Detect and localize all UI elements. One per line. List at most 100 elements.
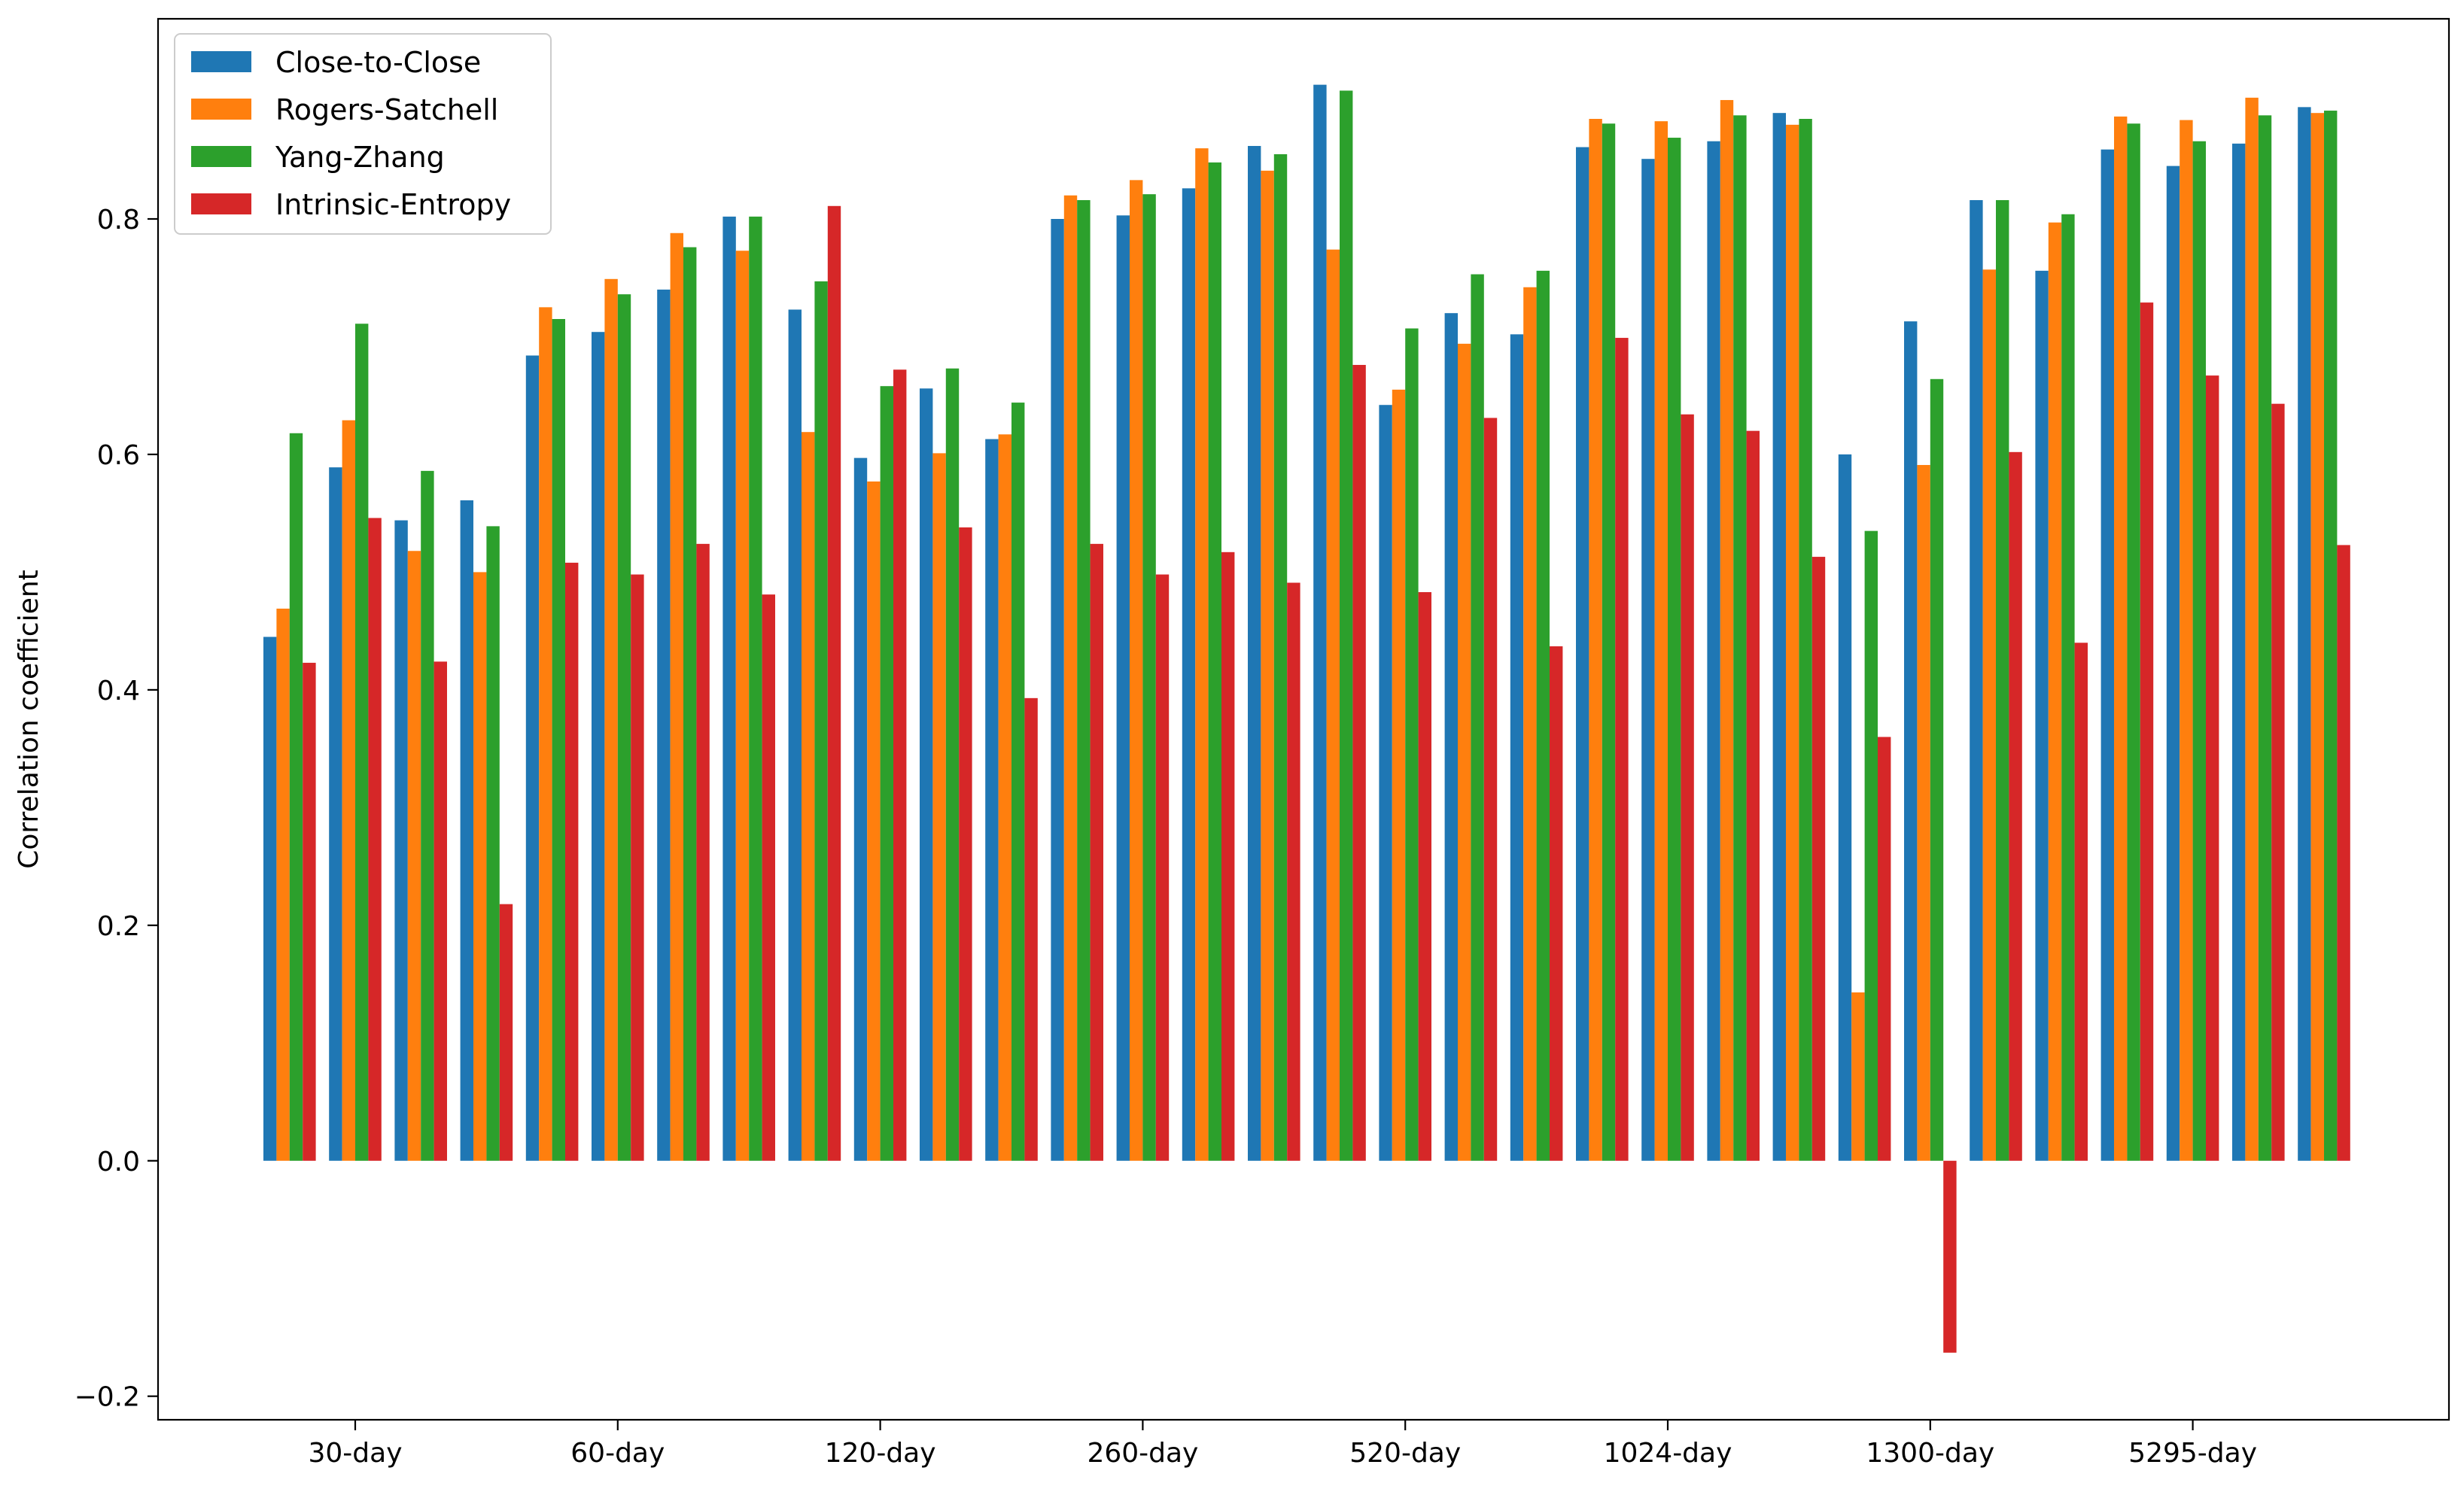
x-tick-label: 260-day bbox=[1087, 1438, 1198, 1469]
bar-close-to-close-19 bbox=[1510, 334, 1524, 1161]
bar-rogers-satchell-8 bbox=[802, 432, 815, 1161]
bar-yang-zhang-24 bbox=[1864, 530, 1878, 1161]
bar-yang-zhang-5 bbox=[617, 294, 631, 1161]
bar-close-to-close-3 bbox=[460, 500, 473, 1161]
bar-rogers-satchell-11 bbox=[998, 434, 1011, 1161]
bar-yang-zhang-25 bbox=[1930, 378, 1944, 1161]
bar-close-to-close-24 bbox=[1838, 454, 1852, 1161]
bar-yang-zhang-15 bbox=[1273, 153, 1288, 1161]
bar-intrinsic-entropy-26 bbox=[2009, 451, 2022, 1161]
bar-rogers-satchell-25 bbox=[1917, 465, 1930, 1161]
bar-intrinsic-entropy-15 bbox=[1287, 582, 1300, 1161]
legend-swatch-yang-zhang bbox=[191, 146, 251, 167]
bar-close-to-close-8 bbox=[788, 309, 802, 1161]
bar-rogers-satchell-1 bbox=[342, 420, 355, 1161]
bar-yang-zhang-2 bbox=[421, 470, 434, 1161]
bar-yang-zhang-18 bbox=[1471, 274, 1484, 1161]
bar-rogers-satchell-26 bbox=[1982, 269, 1996, 1161]
x-tick-label: 520-day bbox=[1349, 1438, 1461, 1469]
y-tick-label: −0.2 bbox=[75, 1382, 140, 1413]
bar-rogers-satchell-27 bbox=[2048, 222, 2062, 1161]
bar-rogers-satchell-17 bbox=[1392, 389, 1406, 1161]
bar-rogers-satchell-2 bbox=[407, 551, 421, 1161]
bar-intrinsic-entropy-24 bbox=[1878, 737, 1891, 1161]
bar-yang-zhang-17 bbox=[1405, 328, 1419, 1161]
bar-rogers-satchell-14 bbox=[1195, 148, 1209, 1161]
bar-yang-zhang-19 bbox=[1536, 270, 1550, 1161]
bar-close-to-close-27 bbox=[2035, 270, 2049, 1161]
bar-rogers-satchell-9 bbox=[867, 481, 881, 1161]
bar-rogers-satchell-23 bbox=[1786, 124, 1799, 1161]
bar-rogers-satchell-31 bbox=[2310, 113, 2324, 1161]
legend-label-intrinsic-entropy: Intrinsic-Entropy bbox=[275, 188, 511, 221]
bar-intrinsic-entropy-18 bbox=[1483, 418, 1498, 1161]
legend-swatch-intrinsic-entropy bbox=[191, 193, 251, 214]
bar-close-to-close-30 bbox=[2232, 143, 2246, 1161]
bar-rogers-satchell-24 bbox=[1851, 992, 1865, 1161]
bar-yang-zhang-26 bbox=[1996, 199, 2009, 1161]
bar-yang-zhang-0 bbox=[289, 433, 303, 1161]
x-tick-label: 1024-day bbox=[1604, 1438, 1732, 1469]
plot-frame bbox=[157, 17, 2450, 1421]
bar-intrinsic-entropy-30 bbox=[2271, 403, 2285, 1161]
legend: Close-to-Close Rogers-Satchell Yang-Zhang I… bbox=[174, 33, 552, 235]
bar-intrinsic-entropy-1 bbox=[368, 518, 382, 1161]
bar-yang-zhang-21 bbox=[1668, 138, 1681, 1161]
legend-box bbox=[174, 33, 552, 235]
bar-close-to-close-9 bbox=[853, 457, 868, 1161]
bar-intrinsic-entropy-20 bbox=[1615, 338, 1629, 1161]
bar-yang-zhang-11 bbox=[1011, 403, 1025, 1161]
bar-yang-zhang-29 bbox=[2192, 141, 2206, 1161]
bar-close-to-close-25 bbox=[1904, 321, 1918, 1161]
bar-close-to-close-29 bbox=[2166, 166, 2180, 1161]
x-tick-label: 60-day bbox=[570, 1438, 665, 1469]
bar-rogers-satchell-5 bbox=[604, 278, 618, 1161]
bar-close-to-close-18 bbox=[1444, 313, 1458, 1161]
bar-rogers-satchell-30 bbox=[2245, 97, 2259, 1161]
bar-rogers-satchell-22 bbox=[1720, 99, 1734, 1161]
bar-intrinsic-entropy-4 bbox=[565, 562, 579, 1161]
x-tick-label: 1300-day bbox=[1866, 1438, 1994, 1469]
bar-intrinsic-entropy-0 bbox=[303, 662, 316, 1161]
bar-yang-zhang-7 bbox=[749, 216, 762, 1161]
bar-rogers-satchell-28 bbox=[2114, 116, 2128, 1161]
legend-swatch-close-to-close bbox=[191, 51, 251, 72]
bar-yang-zhang-16 bbox=[1340, 90, 1353, 1161]
bar-close-to-close-23 bbox=[1772, 113, 1786, 1161]
x-tick-label: 5295-day bbox=[2128, 1438, 2257, 1469]
bar-rogers-satchell-16 bbox=[1326, 249, 1340, 1161]
bar-close-to-close-13 bbox=[1116, 215, 1130, 1161]
bar-yang-zhang-27 bbox=[2061, 214, 2075, 1161]
bar-yang-zhang-9 bbox=[880, 386, 893, 1161]
bar-close-to-close-26 bbox=[1970, 199, 1983, 1161]
x-axis: 30-day 60-day 120-day 260-day 520-day 1024-da… bbox=[308, 1420, 2257, 1469]
bar-rogers-satchell-3 bbox=[473, 572, 487, 1161]
bar-close-to-close-1 bbox=[329, 467, 342, 1161]
y-tick-label: 0.8 bbox=[97, 205, 140, 235]
bar-rogers-satchell-21 bbox=[1654, 121, 1668, 1161]
x-tick-label: 30-day bbox=[308, 1438, 402, 1469]
bar-intrinsic-entropy-27 bbox=[2074, 643, 2088, 1161]
bar-intrinsic-entropy-21 bbox=[1681, 414, 1694, 1161]
bar-yang-zhang-14 bbox=[1208, 162, 1221, 1161]
bar-intrinsic-entropy-28 bbox=[2140, 302, 2154, 1161]
bar-yang-zhang-6 bbox=[683, 247, 697, 1161]
bar-close-to-close-22 bbox=[1707, 141, 1720, 1161]
bar-yang-zhang-8 bbox=[814, 281, 828, 1161]
bar-rogers-satchell-6 bbox=[670, 232, 683, 1161]
bar-yang-zhang-12 bbox=[1077, 199, 1091, 1161]
bar-close-to-close-16 bbox=[1313, 84, 1327, 1161]
bar-rogers-satchell-12 bbox=[1063, 195, 1078, 1161]
y-axis-title: Correlation coefficient bbox=[14, 570, 44, 869]
bar-intrinsic-entropy-12 bbox=[1090, 543, 1103, 1161]
legend-label-yang-zhang: Yang-Zhang bbox=[275, 141, 445, 174]
bar-rogers-satchell-4 bbox=[539, 307, 552, 1161]
bar-close-to-close-12 bbox=[1051, 219, 1064, 1161]
bar-close-to-close-28 bbox=[2100, 149, 2114, 1161]
bar-yang-zhang-3 bbox=[486, 526, 500, 1161]
bar-yang-zhang-4 bbox=[552, 319, 565, 1161]
bar-close-to-close-7 bbox=[722, 216, 736, 1161]
bar-intrinsic-entropy-8 bbox=[827, 205, 841, 1161]
y-tick-label: 0.4 bbox=[97, 676, 140, 706]
